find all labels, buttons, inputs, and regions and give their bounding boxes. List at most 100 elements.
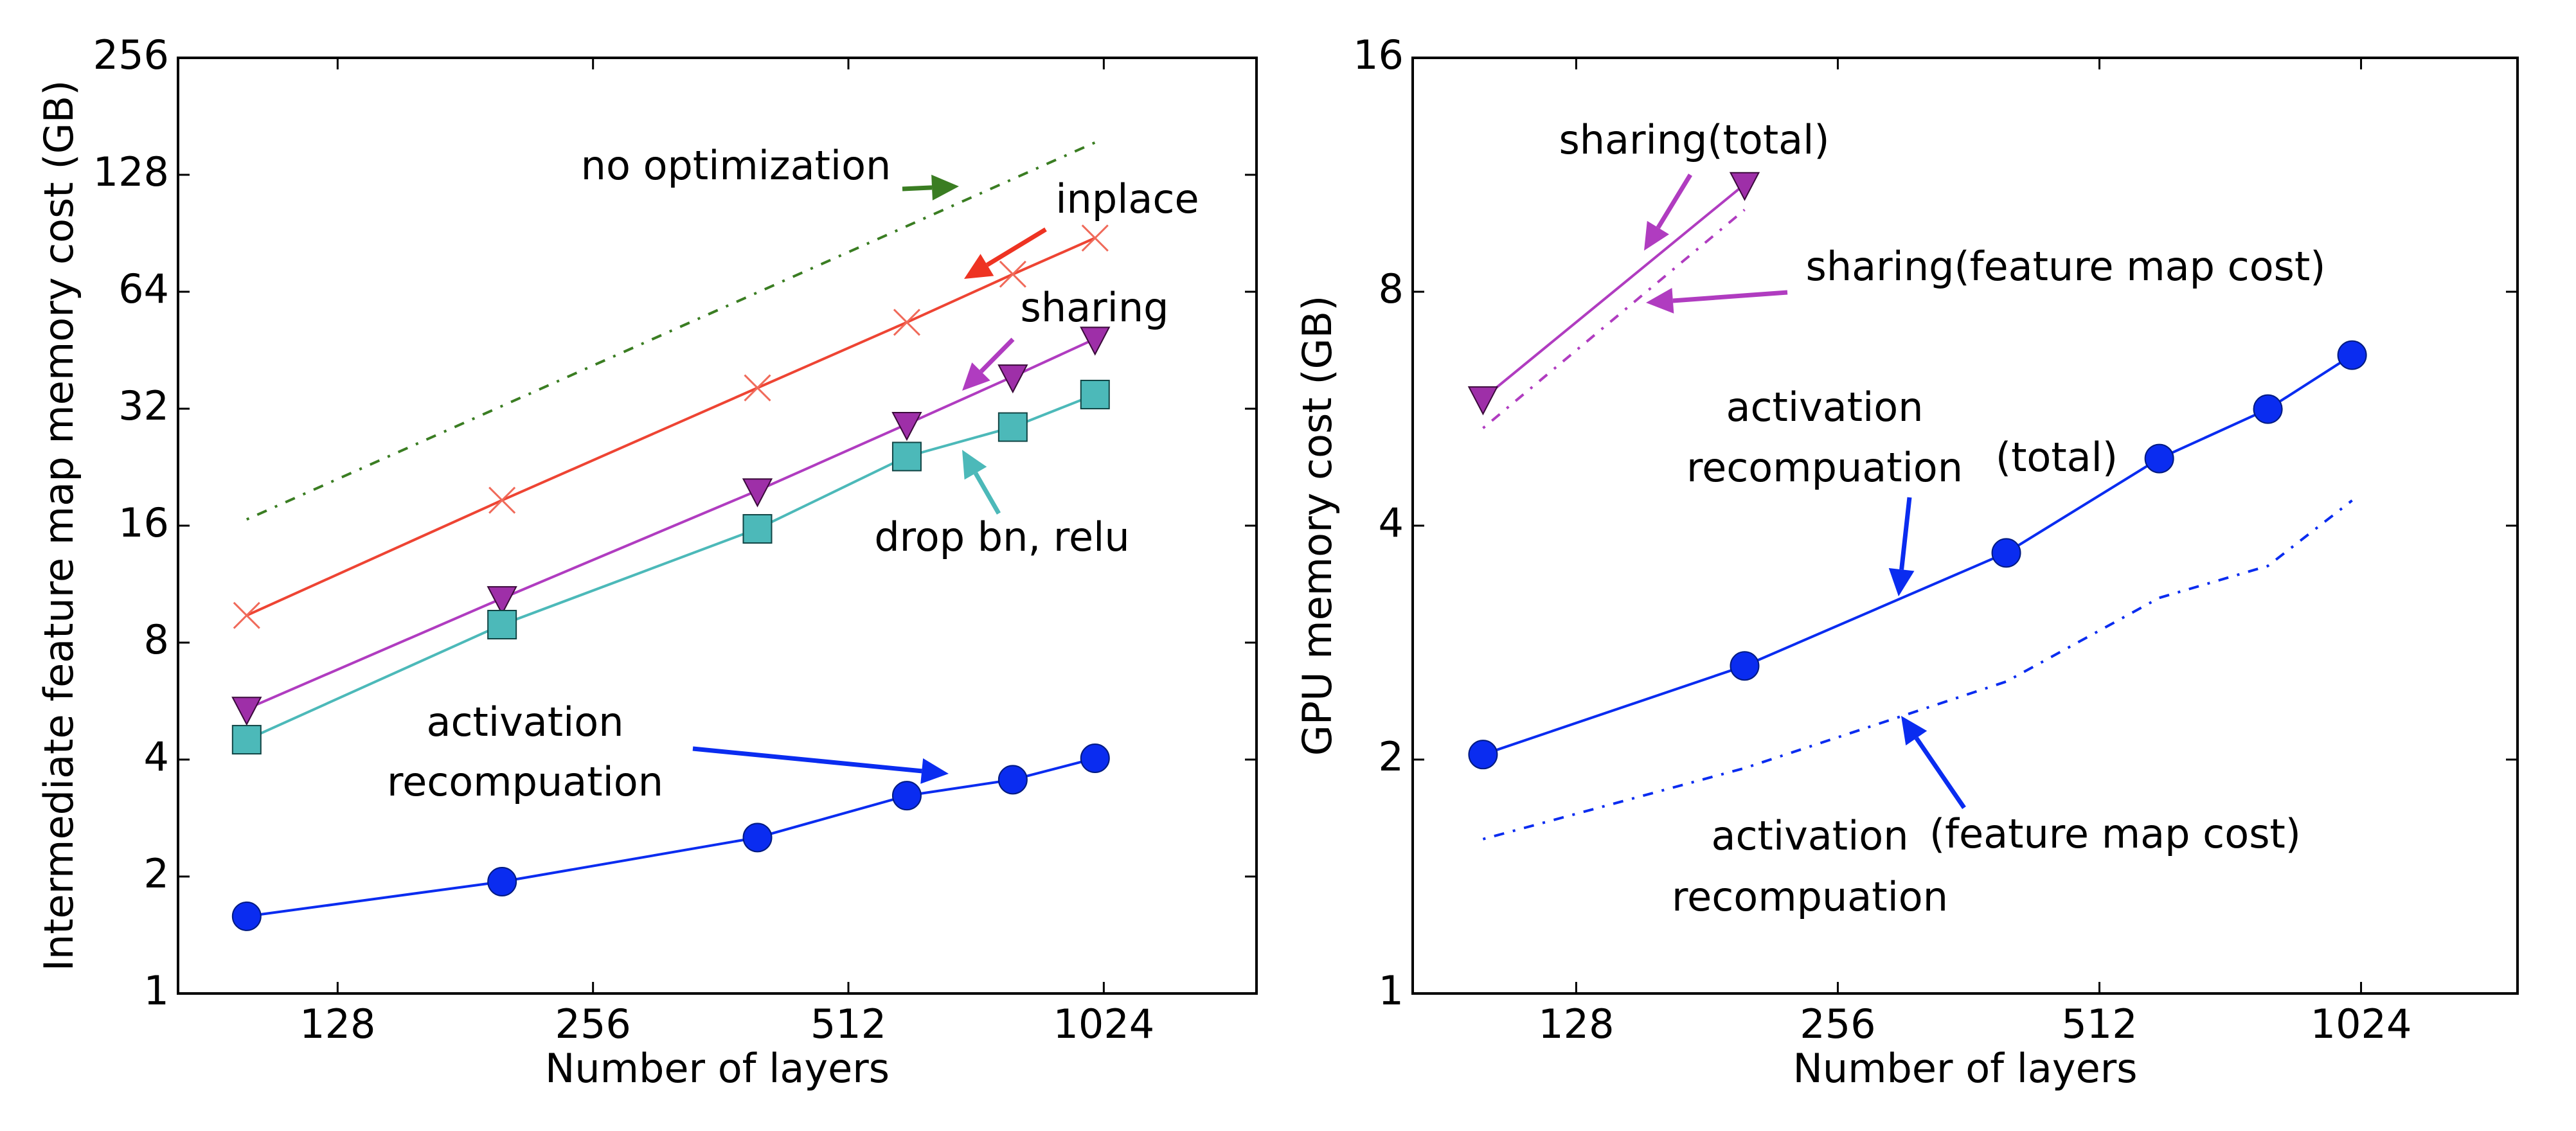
y-tick-label: 8 <box>1379 265 1404 312</box>
series-activation-recompuation-feature-map-cost- <box>1482 499 2353 841</box>
arrow-head <box>931 174 959 200</box>
series-sharing <box>231 326 1111 726</box>
series-no-optimization <box>246 141 1096 521</box>
data-point-square <box>487 610 517 640</box>
annotation-arrow <box>962 450 1001 515</box>
data-point-triangle <box>1080 326 1111 356</box>
data-point-triangle <box>1467 386 1499 416</box>
series-activation-recompuation <box>231 744 1110 931</box>
y-tick-label: 1 <box>1379 967 1404 1014</box>
annotation-text: recompuation <box>387 758 663 805</box>
series-line <box>1482 499 2353 841</box>
y-tick-label: 32 <box>118 382 169 429</box>
arrow-shaft <box>1672 290 1788 303</box>
annotation-arrow <box>692 746 949 784</box>
annotation-text: recompuation <box>1672 873 1948 920</box>
x-tick-label: 1024 <box>1053 1001 1154 1047</box>
y-tick-label: 2 <box>144 850 169 897</box>
data-point-square <box>997 412 1028 442</box>
data-point-x <box>1081 224 1109 252</box>
plot-frame <box>1411 57 2519 995</box>
data-point-circle <box>1468 740 1498 770</box>
annotation-text: (total) <box>1996 434 2118 481</box>
data-point-triangle <box>231 697 262 726</box>
data-point-x <box>999 260 1026 288</box>
arrow-head <box>920 758 949 784</box>
annotation-text: inplace <box>1055 175 1199 222</box>
series-line <box>246 141 1096 521</box>
annotation-arrow <box>1644 174 1692 251</box>
data-point-circle <box>1730 651 1760 681</box>
data-point-triangle <box>742 478 773 508</box>
annotation-text: (feature map cost) <box>1929 810 2301 857</box>
x-tick-label: 256 <box>555 1001 631 1047</box>
arrow-shaft <box>986 227 1047 267</box>
arrow-shaft <box>902 185 933 191</box>
series-line <box>1482 208 1746 429</box>
annotation-text: sharing(feature map cost) <box>1806 243 2326 290</box>
data-point-circle <box>2253 394 2283 424</box>
y-tick-label: 128 <box>93 148 169 195</box>
data-point-x <box>488 486 516 514</box>
annotation-arrow <box>1888 497 1915 596</box>
x-tick-label: 512 <box>810 1001 886 1047</box>
series-line <box>1482 183 1746 400</box>
series-sharing-feature-map-cost- <box>1482 208 1746 429</box>
y-tick-label: 8 <box>144 616 169 663</box>
arrow-head <box>962 450 987 480</box>
annotation-text: activation <box>426 699 623 745</box>
data-point-x <box>893 308 921 336</box>
x-tick-label: 1024 <box>2311 1001 2412 1047</box>
arrow-head <box>964 254 994 279</box>
arrow-head <box>1888 568 1915 596</box>
arrow-shaft <box>1899 497 1912 570</box>
data-point-triangle <box>997 364 1028 394</box>
series-line <box>1482 353 2353 756</box>
arrow-head <box>1646 288 1674 314</box>
data-point-circle <box>1991 538 2021 568</box>
annotation-text: recompuation <box>1686 444 1963 491</box>
data-point-circle <box>231 901 262 931</box>
y-tick-label: 4 <box>1379 499 1404 546</box>
arrow-shaft <box>979 337 1015 373</box>
arrow-head <box>962 362 990 391</box>
y-tick-label: 256 <box>93 31 169 78</box>
annotation-arrow <box>902 174 959 200</box>
y-axis-label: GPU memory cost (GB) <box>1294 296 1341 756</box>
y-tick-label: 16 <box>118 499 169 546</box>
x-axis-label: Number of layers <box>545 1045 890 1092</box>
arrow-shaft <box>692 746 922 774</box>
y-tick-label: 4 <box>144 733 169 780</box>
annotation-text: drop bn, relu <box>874 513 1129 560</box>
data-point-triangle <box>1729 172 1760 201</box>
y-tick-label: 1 <box>144 967 169 1014</box>
series-inplace <box>233 224 1109 629</box>
series-line <box>246 236 1096 617</box>
annotation-arrow <box>1901 716 1966 809</box>
x-axis-label: Number of layers <box>1793 1045 2137 1092</box>
data-point-circle <box>742 823 773 853</box>
arrow-head <box>1901 716 1928 745</box>
series-line <box>246 393 1096 741</box>
data-point-triangle <box>487 586 517 616</box>
arrow-head <box>1644 220 1669 251</box>
data-point-circle <box>1080 744 1110 774</box>
data-point-square <box>891 441 922 472</box>
data-point-x <box>233 601 260 629</box>
right-chart-gpu-memory: 128 256 512 1024 1 2 4 8 16 Number of layers GPU m… <box>1294 31 2519 1092</box>
plot-frame <box>177 57 1258 995</box>
annotation-text: sharing(total) <box>1559 116 1829 163</box>
y-axis-label: Intermediate feature map memory cost (GB… <box>35 80 82 972</box>
series-activation-recompuation-total- <box>1468 340 2367 770</box>
y-tick-label: 2 <box>1379 733 1404 780</box>
x-tick-label: 128 <box>300 1001 375 1047</box>
data-point-square <box>742 513 773 544</box>
data-point-square <box>1080 379 1110 409</box>
arrow-shaft <box>1656 174 1692 229</box>
y-tick-label: 64 <box>118 265 169 312</box>
arrow-shaft <box>973 472 1001 515</box>
arrow-shaft <box>1914 736 1966 809</box>
data-point-circle <box>891 781 922 811</box>
